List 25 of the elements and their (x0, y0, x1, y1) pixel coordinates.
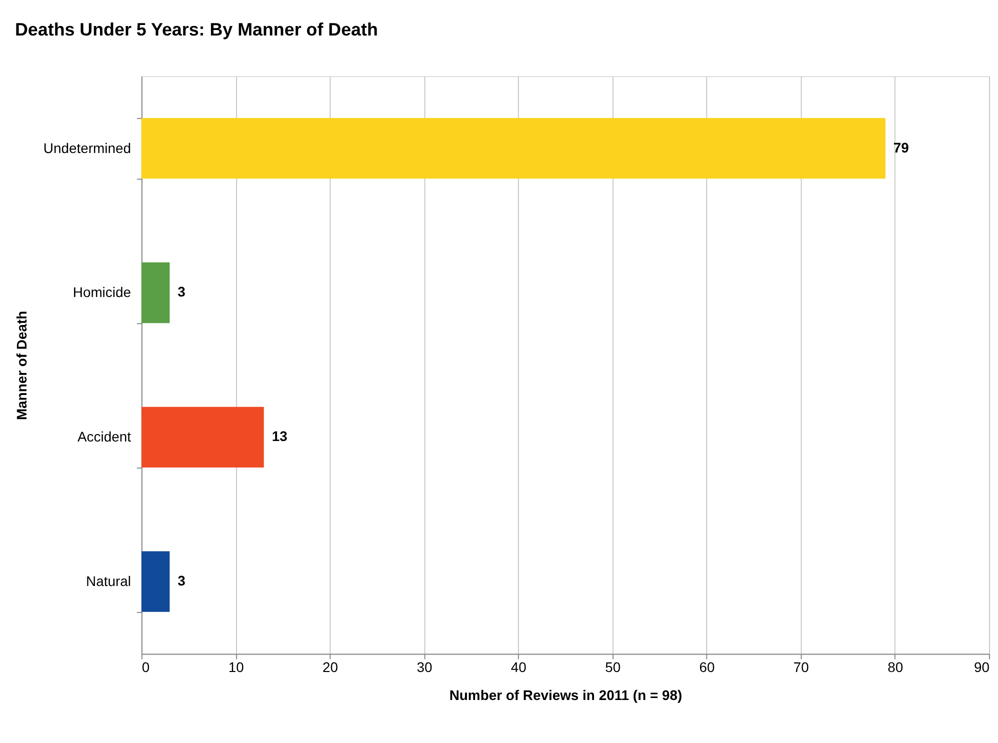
x-tick-label: 80 (888, 659, 904, 676)
chart-title: Deaths Under 5 Years: By Manner of Death (15, 19, 378, 40)
data-label: 13 (272, 428, 288, 444)
y-axis-title: Manner of Death (13, 310, 30, 420)
x-axis-title: Number of Reviews in 2011 (n = 98) (449, 687, 682, 704)
bar (141, 406, 264, 468)
data-label: 3 (178, 284, 186, 300)
x-tick-label: 30 (416, 659, 432, 676)
x-tick-label: 40 (510, 659, 527, 676)
bar (141, 118, 886, 179)
x-tick-label: 50 (605, 659, 621, 676)
y-tick-label: Natural (86, 573, 131, 590)
x-tick-label: 10 (228, 659, 244, 676)
y-tick-label: Homicide (72, 284, 132, 300)
x-tick-label: 90 (974, 659, 990, 676)
data-label: 3 (178, 572, 186, 589)
x-tick-label: 0 (142, 659, 150, 676)
x-tick-label: 70 (793, 659, 810, 676)
data-label: 79 (893, 139, 910, 156)
x-tick-label: 20 (322, 659, 338, 676)
y-tick-label: Accident (78, 428, 132, 445)
bar (141, 551, 170, 612)
bar (141, 262, 170, 324)
y-tick-label: Undetermined (43, 140, 131, 156)
x-tick-label: 60 (699, 659, 715, 676)
